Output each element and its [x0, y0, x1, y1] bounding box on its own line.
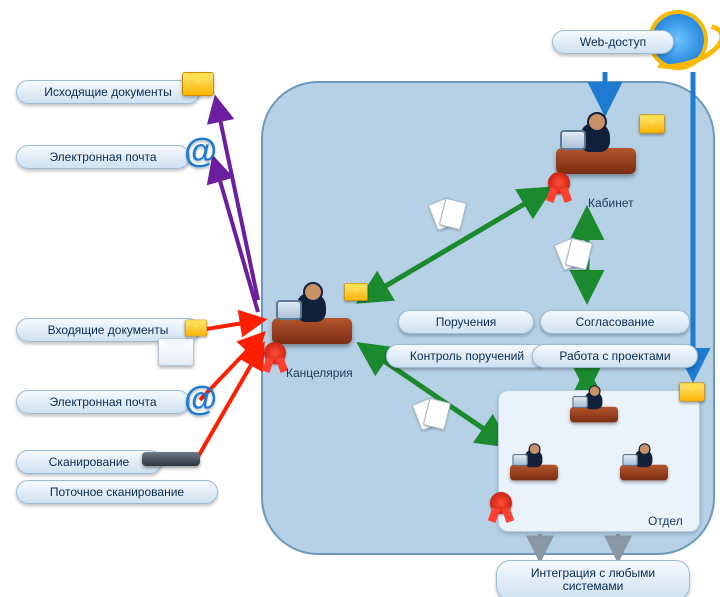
pill-integration: Интеграция с любыми системами	[496, 560, 690, 597]
pill-email-2: Электронная почта	[16, 390, 190, 414]
documents-icon	[416, 400, 450, 428]
scanner-icon	[142, 452, 200, 466]
pill-kontrol: Контроль поручений	[386, 344, 548, 368]
pill-email-1: Электронная почта	[16, 145, 190, 169]
ribbon-icon	[548, 172, 570, 194]
integration-line2: системами	[563, 580, 624, 593]
pill-poruch: Поручения	[398, 310, 534, 334]
mail-icon	[679, 382, 705, 401]
mail-icon	[639, 114, 665, 133]
mail-icon	[344, 283, 368, 301]
kancel-label: Канцелярия	[286, 366, 353, 380]
pill-scan: Сканирование	[16, 450, 162, 474]
mail-icon	[182, 72, 214, 96]
pill-stream-scan: Поточное сканирование	[16, 480, 218, 504]
node-kabinet	[556, 120, 646, 180]
envelope-icon	[158, 338, 194, 366]
ribbon-icon	[264, 342, 286, 364]
documents-icon	[558, 240, 592, 268]
web-access-pill: Web-доступ	[552, 30, 674, 54]
kabinet-label: Кабинет	[588, 196, 634, 210]
documents-icon	[432, 200, 466, 228]
pill-rabota: Работа с проектами	[532, 344, 698, 368]
ribbon-icon	[490, 492, 512, 514]
pill-out-docs: Исходящие документы	[16, 80, 200, 104]
mail-icon	[185, 320, 207, 337]
at-icon: @	[184, 380, 217, 419]
at-icon: @	[184, 132, 217, 171]
otdel-label: Отдел	[648, 514, 683, 528]
pill-soglas: Согласование	[540, 310, 690, 334]
